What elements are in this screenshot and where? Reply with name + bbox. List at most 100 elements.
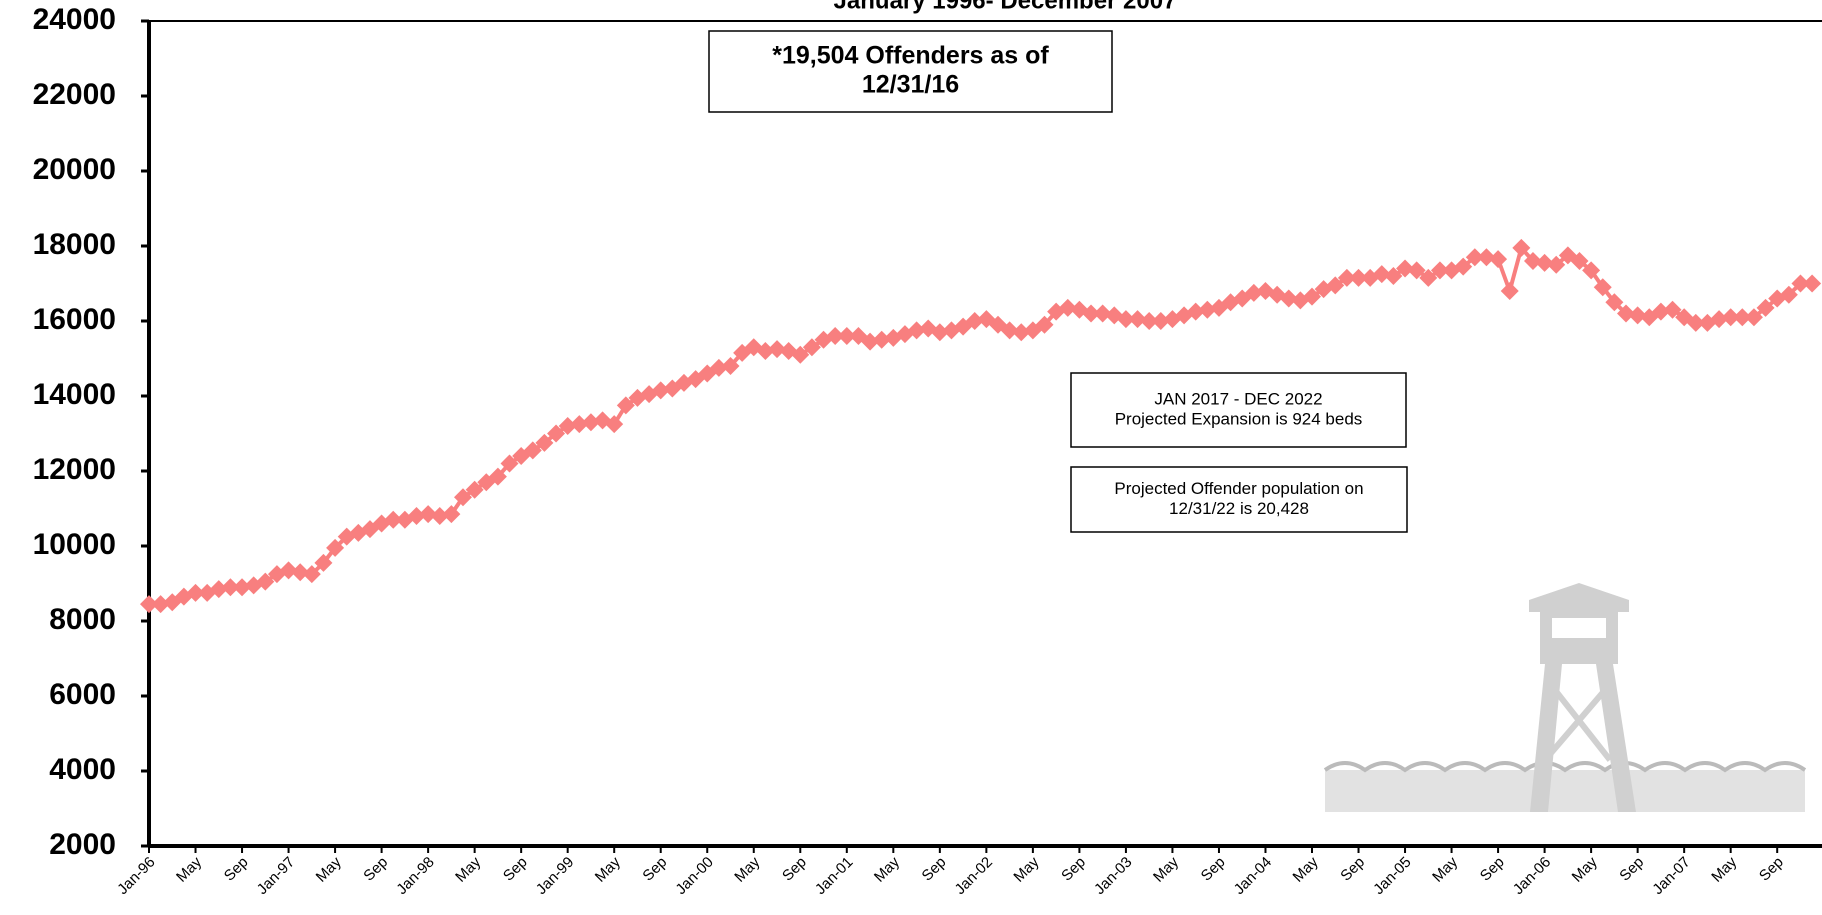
annotation-text: 12/31/16 [862, 70, 959, 98]
x-tick-label: Jan-01 [812, 854, 856, 898]
x-tick-label: Jan-02 [952, 854, 996, 898]
data-point [326, 538, 345, 557]
annotation-box [1070, 466, 1408, 533]
data-point [1082, 304, 1101, 323]
x-tick-label: Sep [221, 854, 252, 885]
data-point [430, 507, 449, 525]
data-point [1128, 310, 1147, 329]
data-point [314, 553, 333, 572]
data-point [1733, 308, 1752, 327]
data-point [407, 507, 426, 525]
y-tick-label: 18000 [33, 228, 116, 261]
x-tick-label: May [731, 853, 763, 885]
x-tick-label: Jan-96 [114, 854, 158, 898]
data-point [1651, 302, 1670, 321]
data-point [1303, 287, 1321, 306]
data-point [535, 433, 554, 452]
data-point [1093, 304, 1112, 323]
data-point [907, 321, 926, 340]
y-tick-label: 10000 [33, 528, 116, 561]
data-point [1593, 278, 1612, 297]
annotation-text: Projected Offender population on [1114, 479, 1363, 498]
x-tick-label: Sep [1756, 854, 1787, 885]
y-tick-label: 8000 [49, 603, 116, 636]
x-tick-label: Sep [919, 854, 950, 885]
data-point [1512, 238, 1531, 257]
data-point [1756, 298, 1775, 317]
data-point [186, 583, 205, 602]
annotation-box [708, 30, 1113, 113]
data-point [384, 510, 403, 529]
y-tick-label: 2000 [49, 828, 116, 861]
annotation-text: Projected Expansion is 924 beds [1115, 409, 1363, 428]
data-point [1151, 312, 1170, 330]
data-point [1617, 304, 1636, 323]
x-tick-label: Jan-00 [672, 854, 716, 898]
data-point [802, 338, 821, 357]
data-point [930, 323, 949, 342]
x-tick-label: Jan-06 [1510, 854, 1554, 898]
x-tick-label: May [1429, 853, 1461, 885]
data-point [1000, 321, 1019, 340]
data-point [1396, 259, 1415, 278]
data-point [1535, 253, 1554, 272]
data-point [1407, 261, 1426, 280]
x-tick-label: Jan-04 [1231, 854, 1275, 898]
x-tick-label: May [1708, 853, 1740, 885]
y-tick-label: 6000 [49, 678, 116, 711]
data-point [1349, 268, 1368, 287]
data-point [1465, 248, 1484, 267]
x-tick-label: Jan-98 [393, 854, 437, 898]
x-tick-label: Jan-97 [254, 854, 298, 898]
data-point [1454, 257, 1473, 276]
data-point [209, 580, 228, 599]
data-point [1779, 285, 1798, 304]
x-tick-label: May [592, 853, 624, 885]
data-point [1372, 265, 1391, 284]
data-point [140, 595, 158, 614]
y-tick-label: 14000 [33, 378, 116, 411]
data-point [488, 467, 507, 486]
x-tick-label: Sep [639, 854, 670, 885]
data-point [721, 357, 740, 375]
x-tick-label: Sep [1616, 854, 1647, 885]
data-point [605, 415, 624, 434]
data-point [1035, 315, 1054, 334]
data-point [791, 345, 810, 364]
x-tick-label: May [313, 853, 345, 885]
y-tick-label: 12000 [33, 453, 116, 486]
x-tick-label: May [1150, 853, 1182, 885]
data-point [221, 578, 240, 597]
x-tick-label: May [173, 853, 205, 885]
data-point [558, 417, 577, 435]
x-tick-label: Sep [1477, 854, 1508, 885]
y-tick-label: 20000 [33, 153, 116, 186]
data-point [1605, 293, 1624, 312]
data-point [151, 595, 170, 614]
data-point [616, 396, 635, 415]
data-point [256, 572, 275, 591]
annotation-box [1070, 372, 1407, 448]
data-point [651, 381, 670, 400]
annotation-text: 12/31/22 is 20,428 [1169, 499, 1309, 518]
data-point [302, 565, 321, 584]
data-point [465, 480, 484, 499]
data-line [149, 243, 1813, 607]
data-point [1384, 267, 1403, 285]
annotation-text: *19,504 Offenders as of [772, 42, 1049, 70]
data-point [1500, 282, 1519, 300]
data-point [1430, 261, 1449, 280]
x-tick-label: May [1010, 853, 1042, 885]
data-point [1337, 268, 1356, 287]
data-point [442, 505, 461, 524]
data-point [826, 327, 845, 345]
data-point [291, 563, 310, 582]
x-tick-label: Sep [500, 854, 531, 885]
x-tick-label: Sep [1198, 854, 1229, 885]
data-point [965, 312, 984, 330]
data-point [1012, 323, 1031, 342]
data-point [1326, 276, 1345, 295]
x-tick-label: May [1290, 853, 1322, 885]
data-point [872, 330, 891, 349]
